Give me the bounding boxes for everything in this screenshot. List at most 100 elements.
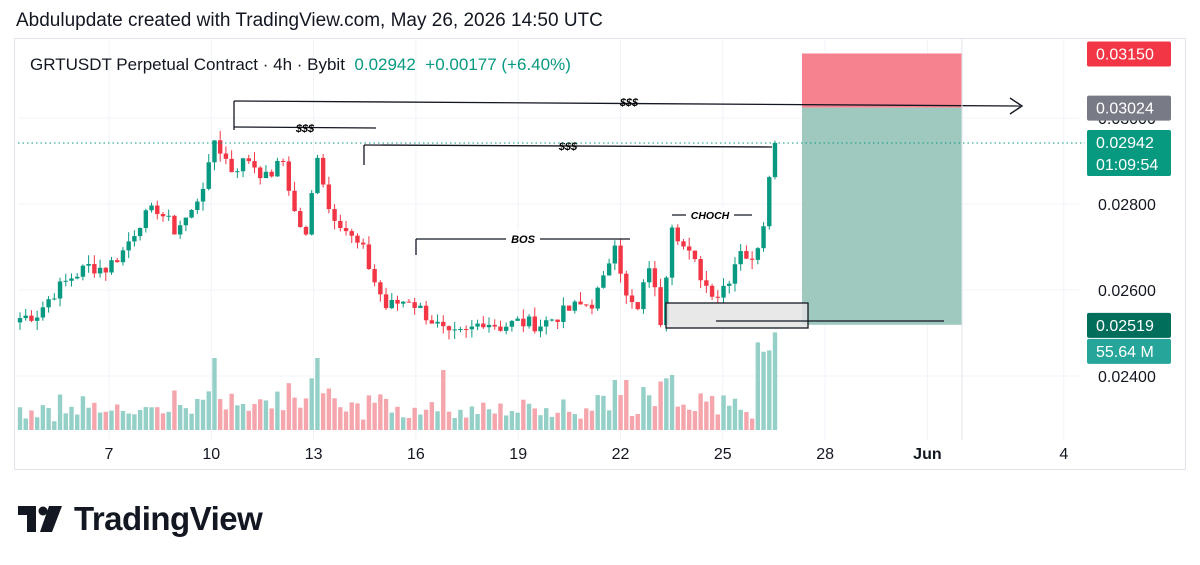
candle[interactable] xyxy=(641,279,646,314)
candle[interactable] xyxy=(92,255,97,278)
tradingview-logo[interactable]: TradingView xyxy=(18,500,263,538)
candle[interactable] xyxy=(183,217,189,232)
candle[interactable] xyxy=(549,318,555,322)
candle[interactable] xyxy=(492,319,497,330)
candle[interactable] xyxy=(767,175,772,230)
candle[interactable] xyxy=(252,152,257,174)
candle[interactable] xyxy=(727,280,732,294)
candle[interactable] xyxy=(463,325,469,338)
candle[interactable] xyxy=(280,158,286,167)
candle[interactable] xyxy=(143,208,149,233)
symbol-legend[interactable]: GRTUSDT Perpetual Contract · 4h · Bybit … xyxy=(30,55,571,75)
candle[interactable] xyxy=(481,316,486,329)
candle[interactable] xyxy=(349,228,354,244)
candle[interactable] xyxy=(269,169,274,178)
chart-pane[interactable] xyxy=(14,38,1186,470)
candle[interactable] xyxy=(326,176,332,214)
candle[interactable] xyxy=(366,236,372,270)
candle[interactable] xyxy=(475,319,480,331)
candle[interactable] xyxy=(80,264,86,281)
candle[interactable] xyxy=(223,146,229,165)
candle[interactable] xyxy=(709,283,715,301)
candle[interactable] xyxy=(629,289,635,309)
candle[interactable] xyxy=(544,316,549,335)
candle[interactable] xyxy=(177,220,183,239)
candle[interactable] xyxy=(606,258,612,276)
candle[interactable] xyxy=(332,204,337,230)
candle[interactable] xyxy=(698,256,703,289)
candle[interactable] xyxy=(715,290,721,303)
candle[interactable] xyxy=(538,319,543,338)
candle[interactable] xyxy=(115,257,120,263)
candle[interactable] xyxy=(86,255,91,273)
candle[interactable] xyxy=(578,292,583,305)
candle[interactable] xyxy=(486,317,492,333)
candle[interactable] xyxy=(46,296,51,313)
candle[interactable] xyxy=(509,320,515,332)
candle[interactable] xyxy=(206,154,211,191)
candle[interactable] xyxy=(744,245,749,260)
candle[interactable] xyxy=(155,200,160,220)
candle[interactable] xyxy=(258,166,263,185)
candle[interactable] xyxy=(418,302,423,309)
candle[interactable] xyxy=(595,286,600,311)
candle[interactable] xyxy=(446,325,452,340)
candle[interactable] xyxy=(601,270,606,289)
candle[interactable] xyxy=(423,300,429,325)
candle[interactable] xyxy=(761,222,766,252)
candle[interactable] xyxy=(498,320,503,332)
candle[interactable] xyxy=(721,278,726,303)
candle[interactable] xyxy=(200,182,206,211)
order-block-box[interactable] xyxy=(665,302,809,329)
candle[interactable] xyxy=(240,157,246,178)
candle[interactable] xyxy=(315,154,320,195)
candle[interactable] xyxy=(749,251,755,270)
candle[interactable] xyxy=(195,198,200,215)
candle[interactable] xyxy=(635,301,640,311)
candle[interactable] xyxy=(217,130,223,162)
liquidity-line-left[interactable] xyxy=(233,126,377,129)
candle[interactable] xyxy=(160,211,166,222)
candle[interactable] xyxy=(675,224,680,245)
candle[interactable] xyxy=(572,299,578,314)
candle[interactable] xyxy=(503,322,509,335)
candle[interactable] xyxy=(372,264,377,287)
candle[interactable] xyxy=(532,307,537,334)
candle[interactable] xyxy=(132,230,137,247)
liquidity-line-top[interactable] xyxy=(233,100,1021,107)
candle[interactable] xyxy=(755,247,761,265)
candle[interactable] xyxy=(378,280,383,302)
candle[interactable] xyxy=(526,314,532,329)
take-profit-zone[interactable] xyxy=(802,107,962,325)
candle[interactable] xyxy=(687,237,692,260)
candle[interactable] xyxy=(521,309,526,333)
candle[interactable] xyxy=(452,321,457,340)
candle[interactable] xyxy=(395,295,400,311)
candle[interactable] xyxy=(320,153,326,188)
candle[interactable] xyxy=(166,209,171,221)
candle[interactable] xyxy=(401,301,406,308)
candle[interactable] xyxy=(17,312,23,330)
candle[interactable] xyxy=(566,305,572,311)
candle[interactable] xyxy=(624,270,629,304)
candle[interactable] xyxy=(618,238,623,283)
candle[interactable] xyxy=(212,140,217,171)
candle[interactable] xyxy=(246,154,251,164)
candle[interactable] xyxy=(704,270,709,293)
candle[interactable] xyxy=(275,157,280,177)
candle[interactable] xyxy=(435,314,440,328)
candle[interactable] xyxy=(669,224,675,286)
candle[interactable] xyxy=(343,221,349,236)
candle[interactable] xyxy=(303,225,309,236)
candle[interactable] xyxy=(23,308,28,321)
candle[interactable] xyxy=(137,227,143,241)
candle[interactable] xyxy=(126,232,131,259)
candle[interactable] xyxy=(97,259,103,278)
candle[interactable] xyxy=(229,150,234,173)
candle[interactable] xyxy=(109,256,114,275)
candle[interactable] xyxy=(355,233,360,249)
candle[interactable] xyxy=(429,315,435,324)
candle[interactable] xyxy=(555,319,560,330)
candle[interactable] xyxy=(40,301,46,321)
candle[interactable] xyxy=(469,320,475,338)
